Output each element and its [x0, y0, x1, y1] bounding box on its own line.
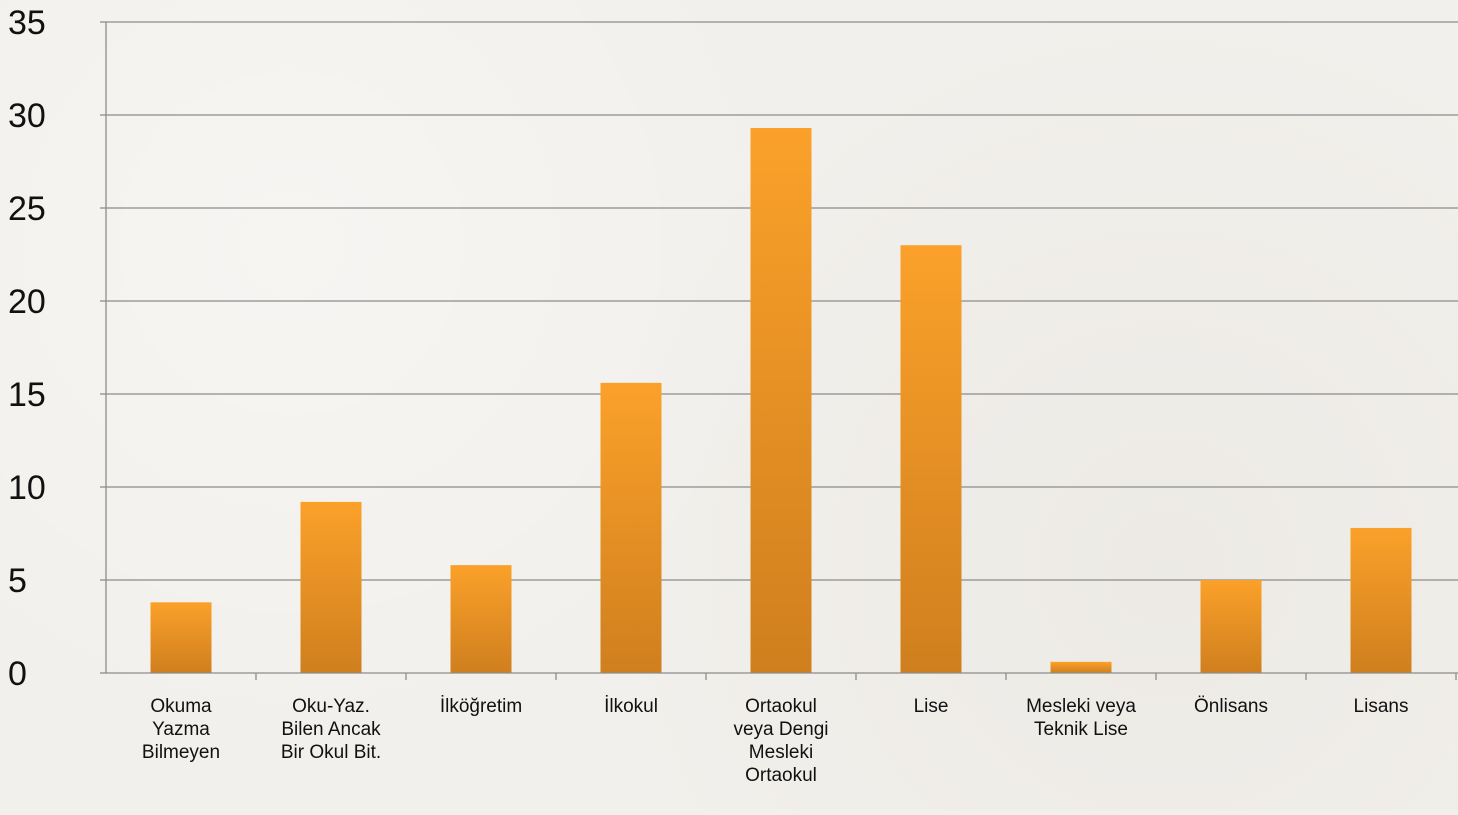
- y-tick-label: 10: [8, 469, 46, 507]
- x-tick-label-line: Bilmeyen: [142, 742, 220, 763]
- y-tick-label: 30: [8, 97, 46, 135]
- x-tick-label-line: Oku-Yaz.: [292, 696, 370, 717]
- x-tick-label: Mesleki veya Teknik Lise: [1026, 696, 1136, 740]
- y-tick-label: 35: [8, 4, 46, 42]
- y-tick-label: 25: [8, 190, 46, 228]
- x-tick-label: Lise: [914, 696, 949, 717]
- x-tick-label-line: İlköğretim: [440, 696, 522, 717]
- x-tick-label-line: İlkokul: [604, 696, 658, 717]
- x-tick-label-line: veya Dengi: [733, 719, 828, 740]
- x-tick-label: Lisans: [1354, 696, 1409, 717]
- x-tick-label: Önlisans: [1194, 696, 1268, 717]
- bar: [300, 501, 362, 673]
- x-tick-label: İlköğretim: [440, 696, 522, 717]
- x-tick-label: Ortaokul veya Dengi Mesleki Ortaokul: [733, 696, 828, 786]
- bar: [750, 128, 812, 673]
- x-tick-label-line: Lisans: [1354, 696, 1409, 717]
- x-tick-label: İlkokul: [604, 696, 658, 717]
- y-tick-label: 20: [8, 283, 46, 321]
- bars: [150, 128, 1412, 673]
- x-tick-label-line: Lise: [914, 696, 949, 717]
- x-tick-label-line: Ortaokul: [745, 696, 817, 717]
- y-tick-label: 0: [8, 655, 27, 693]
- x-tick-label-line: Ortaokul: [745, 765, 817, 786]
- bar: [450, 565, 512, 673]
- x-tick-label: Okuma Yazma Bilmeyen: [142, 696, 220, 763]
- bar: [900, 245, 962, 673]
- x-tick-label-line: Teknik Lise: [1034, 719, 1128, 740]
- axes: [100, 21, 1458, 680]
- x-tick-label-line: Yazma: [152, 719, 210, 740]
- y-tick-label: 15: [8, 376, 46, 414]
- bar: [600, 382, 662, 673]
- x-axis-tick-labels: Okuma Yazma Bilmeyen Oku-Yaz. Bilen Ancak Bir…: [142, 696, 1409, 786]
- x-tick-label-line: Önlisans: [1194, 696, 1268, 717]
- x-tick-label-line: Okuma: [150, 696, 212, 717]
- y-tick-label: 5: [8, 562, 27, 600]
- bar: [1050, 661, 1112, 673]
- x-tick-label-line: Mesleki: [749, 742, 813, 763]
- y-axis-tick-labels: 0 5 10 15 20 25 30 35: [8, 4, 46, 693]
- bar: [1200, 580, 1262, 673]
- x-tick-label: Oku-Yaz. Bilen Ancak Bir Okul Bit.: [281, 696, 381, 763]
- x-tick-label-line: Mesleki veya: [1026, 696, 1136, 717]
- bar: [150, 602, 212, 673]
- x-tick-label-line: Bir Okul Bit.: [281, 742, 381, 763]
- x-tick-label-line: Bilen Ancak: [281, 719, 381, 740]
- bar: [1350, 527, 1412, 673]
